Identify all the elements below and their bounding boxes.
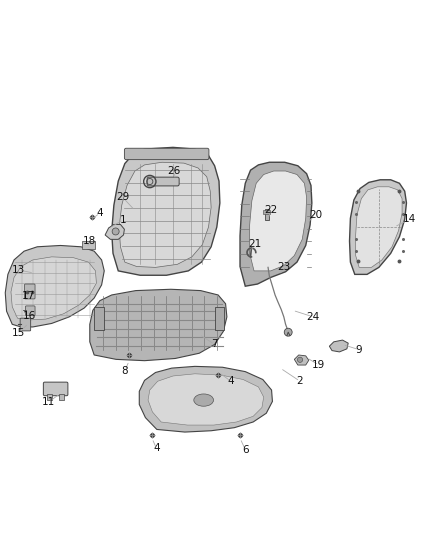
- Text: 26: 26: [168, 166, 181, 176]
- Polygon shape: [112, 147, 220, 275]
- FancyBboxPatch shape: [124, 148, 209, 159]
- Text: 8: 8: [121, 366, 128, 376]
- Text: 11: 11: [42, 397, 55, 407]
- Polygon shape: [250, 171, 307, 271]
- Bar: [215, 307, 224, 330]
- Polygon shape: [119, 162, 211, 268]
- Polygon shape: [148, 374, 264, 425]
- Text: 1: 1: [120, 215, 127, 224]
- Polygon shape: [105, 224, 124, 239]
- Text: 16: 16: [23, 311, 36, 320]
- Polygon shape: [350, 180, 406, 274]
- Text: 18: 18: [83, 236, 96, 246]
- Polygon shape: [5, 246, 104, 327]
- Polygon shape: [139, 366, 272, 432]
- FancyBboxPatch shape: [147, 177, 179, 186]
- Text: 20: 20: [309, 210, 322, 220]
- Text: 22: 22: [264, 205, 277, 215]
- Text: 9: 9: [356, 345, 363, 355]
- Polygon shape: [329, 340, 348, 352]
- Polygon shape: [240, 162, 312, 286]
- Text: 4: 4: [227, 376, 234, 386]
- Polygon shape: [294, 355, 309, 365]
- FancyBboxPatch shape: [25, 306, 35, 316]
- Ellipse shape: [194, 394, 214, 406]
- Text: 13: 13: [12, 265, 25, 275]
- FancyBboxPatch shape: [20, 318, 31, 331]
- Polygon shape: [356, 187, 402, 268]
- Text: 21: 21: [248, 239, 261, 249]
- Text: 14: 14: [403, 214, 416, 224]
- Text: 2: 2: [297, 376, 304, 386]
- Bar: [265, 209, 269, 220]
- Text: 19: 19: [312, 360, 325, 370]
- Text: 6: 6: [242, 445, 249, 455]
- Polygon shape: [90, 289, 227, 361]
- Text: 15: 15: [12, 328, 25, 338]
- Text: 7: 7: [211, 340, 218, 350]
- Text: 24: 24: [307, 312, 320, 322]
- Circle shape: [284, 328, 292, 336]
- Circle shape: [112, 228, 119, 235]
- Bar: [47, 393, 52, 400]
- FancyBboxPatch shape: [25, 284, 35, 299]
- Bar: [59, 393, 64, 400]
- Bar: [263, 211, 270, 214]
- Polygon shape: [11, 257, 96, 320]
- Text: 23: 23: [277, 262, 290, 272]
- Bar: [94, 307, 104, 330]
- Circle shape: [297, 357, 303, 362]
- Text: 17: 17: [22, 291, 35, 301]
- Text: 4: 4: [153, 443, 160, 453]
- Text: 29: 29: [116, 192, 129, 203]
- FancyBboxPatch shape: [43, 382, 68, 395]
- Bar: [82, 241, 95, 249]
- Text: 4: 4: [96, 208, 103, 218]
